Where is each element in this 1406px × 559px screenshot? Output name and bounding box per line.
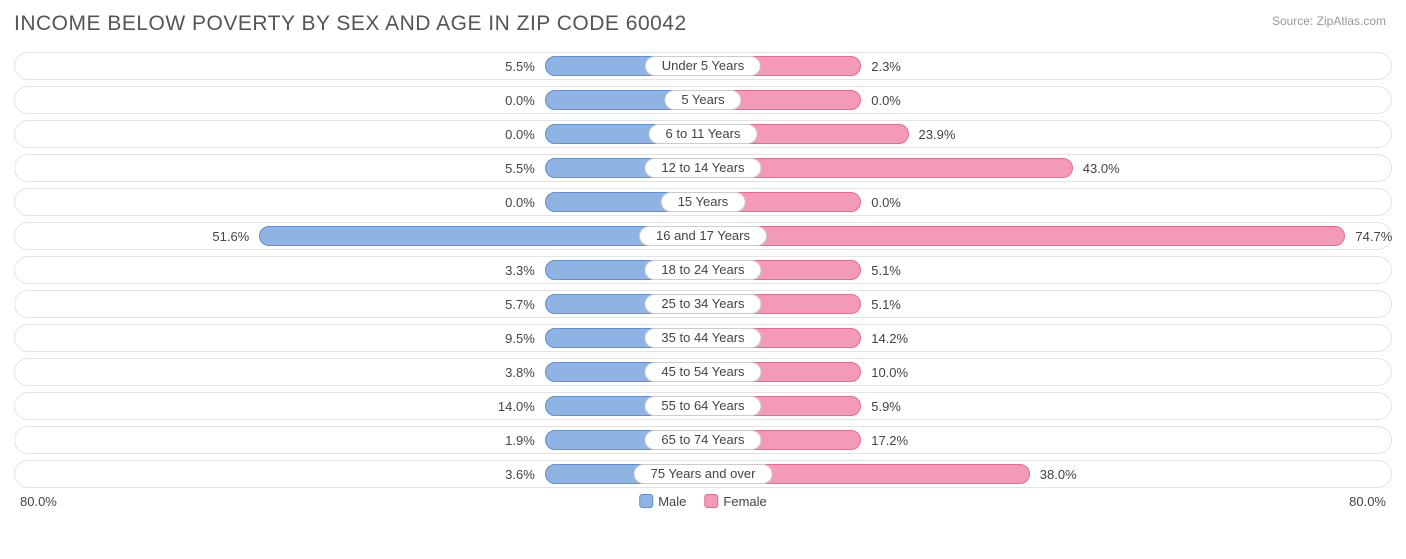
legend-item: Female: [704, 494, 766, 509]
legend-swatch: [639, 494, 653, 508]
male-value-label: 0.0%: [505, 189, 535, 217]
male-value-label: 1.9%: [505, 427, 535, 455]
male-value-label: 0.0%: [505, 87, 535, 115]
category-label: 5 Years: [664, 90, 741, 110]
legend-label: Male: [658, 494, 686, 509]
male-bar: [259, 226, 703, 246]
female-value-label: 5.9%: [871, 393, 901, 421]
category-label: 65 to 74 Years: [644, 430, 761, 450]
female-value-label: 38.0%: [1040, 461, 1077, 489]
table-row: 45 to 54 Years 3.8% 10.0%: [14, 358, 1392, 386]
male-value-label: 5.5%: [505, 53, 535, 81]
male-value-label: 5.5%: [505, 155, 535, 183]
legend-swatch: [704, 494, 718, 508]
chart-source: Source: ZipAtlas.com: [1272, 14, 1386, 28]
table-row: Under 5 Years 5.5% 2.3%: [14, 52, 1392, 80]
female-value-label: 43.0%: [1083, 155, 1120, 183]
table-row: 12 to 14 Years 5.5% 43.0%: [14, 154, 1392, 182]
category-label: 12 to 14 Years: [644, 158, 761, 178]
category-label: 15 Years: [661, 192, 746, 212]
category-label: 25 to 34 Years: [644, 294, 761, 314]
female-bar: [703, 226, 1345, 246]
male-value-label: 51.6%: [212, 223, 249, 251]
female-value-label: 10.0%: [871, 359, 908, 387]
male-value-label: 0.0%: [505, 121, 535, 149]
category-label: 35 to 44 Years: [644, 328, 761, 348]
category-label: 75 Years and over: [634, 464, 773, 484]
table-row: 6 to 11 Years 0.0% 23.9%: [14, 120, 1392, 148]
category-label: 6 to 11 Years: [649, 124, 758, 144]
male-value-label: 3.8%: [505, 359, 535, 387]
category-label: 16 and 17 Years: [639, 226, 767, 246]
female-value-label: 5.1%: [871, 257, 901, 285]
female-value-label: 5.1%: [871, 291, 901, 319]
chart-title: INCOME BELOW POVERTY BY SEX AND AGE IN Z…: [14, 12, 687, 36]
male-value-label: 14.0%: [498, 393, 535, 421]
table-row: 18 to 24 Years 3.3% 5.1%: [14, 256, 1392, 284]
category-label: 18 to 24 Years: [644, 260, 761, 280]
female-value-label: 23.9%: [919, 121, 956, 149]
category-label: 45 to 54 Years: [644, 362, 761, 382]
table-row: 15 Years 0.0% 0.0%: [14, 188, 1392, 216]
table-row: 55 to 64 Years 14.0% 5.9%: [14, 392, 1392, 420]
axis-max-left: 80.0%: [20, 494, 57, 509]
category-label: 55 to 64 Years: [644, 396, 761, 416]
axis-max-right: 80.0%: [1349, 494, 1386, 509]
female-value-label: 14.2%: [871, 325, 908, 353]
table-row: 75 Years and over 3.6% 38.0%: [14, 460, 1392, 488]
diverging-bar-chart: Under 5 Years5.5%2.3%5 Years0.0%0.0%6 to…: [14, 52, 1392, 516]
female-value-label: 0.0%: [871, 87, 901, 115]
male-value-label: 9.5%: [505, 325, 535, 353]
legend: Male Female: [639, 494, 767, 509]
male-value-label: 5.7%: [505, 291, 535, 319]
female-value-label: 74.7%: [1355, 223, 1392, 251]
axis-row: 80.0% 80.0% Male Female: [14, 494, 1392, 516]
table-row: 35 to 44 Years 9.5% 14.2%: [14, 324, 1392, 352]
male-value-label: 3.6%: [505, 461, 535, 489]
table-row: 65 to 74 Years 1.9% 17.2%: [14, 426, 1392, 454]
legend-label: Female: [723, 494, 766, 509]
category-label: Under 5 Years: [645, 56, 761, 76]
table-row: 16 and 17 Years 51.6% 74.7%: [14, 222, 1392, 250]
male-value-label: 3.3%: [505, 257, 535, 285]
table-row: 5 Years 0.0% 0.0%: [14, 86, 1392, 114]
female-value-label: 0.0%: [871, 189, 901, 217]
legend-item: Male: [639, 494, 686, 509]
female-value-label: 17.2%: [871, 427, 908, 455]
female-value-label: 2.3%: [871, 53, 901, 81]
table-row: 25 to 34 Years 5.7% 5.1%: [14, 290, 1392, 318]
